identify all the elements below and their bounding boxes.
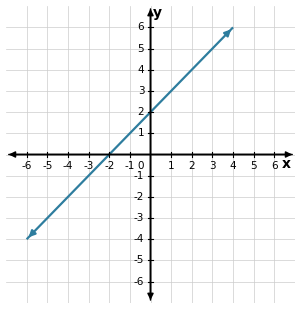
Text: -4: -4 — [63, 161, 73, 171]
Text: -1: -1 — [125, 161, 135, 171]
Text: -1: -1 — [134, 171, 144, 181]
Text: 1: 1 — [168, 161, 175, 171]
Text: -2: -2 — [134, 192, 144, 202]
Text: 5: 5 — [250, 161, 257, 171]
Text: 1: 1 — [138, 128, 144, 138]
Text: x: x — [282, 157, 291, 171]
Text: 6: 6 — [138, 22, 144, 32]
Text: 0: 0 — [138, 161, 144, 171]
Text: 4: 4 — [230, 161, 236, 171]
Text: 6: 6 — [271, 161, 278, 171]
Text: 3: 3 — [209, 161, 216, 171]
Text: -4: -4 — [134, 234, 144, 244]
Text: -5: -5 — [134, 256, 144, 265]
Text: -3: -3 — [134, 213, 144, 223]
Text: 2: 2 — [138, 107, 144, 117]
Text: y: y — [153, 6, 162, 19]
Text: 2: 2 — [188, 161, 195, 171]
Text: -6: -6 — [134, 277, 144, 287]
Text: -2: -2 — [104, 161, 114, 171]
Text: 4: 4 — [138, 65, 144, 75]
Text: -3: -3 — [83, 161, 94, 171]
Text: -6: -6 — [21, 161, 32, 171]
Text: 3: 3 — [138, 86, 144, 96]
Text: -5: -5 — [42, 161, 52, 171]
Text: 5: 5 — [138, 44, 144, 53]
